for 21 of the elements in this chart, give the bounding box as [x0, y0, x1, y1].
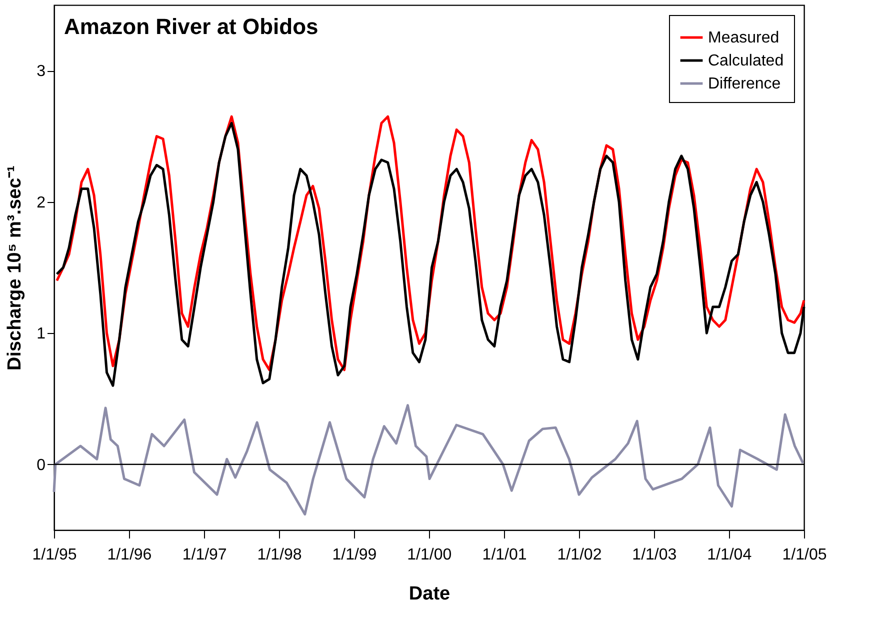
x-tick-label: 1/1/00: [407, 546, 452, 564]
y-tick-label: 0: [36, 456, 46, 474]
y-tick-label: 3: [36, 63, 46, 80]
x-tick-label: 1/1/05: [782, 546, 827, 564]
x-tick-label: 1/1/03: [632, 546, 677, 564]
legend-label: Difference: [708, 76, 781, 92]
x-tick-label: 1/1/01: [482, 546, 527, 564]
x-tick-label: 1/1/04: [707, 546, 752, 564]
y-axis-title: Discharge 10⁵ m³.sec⁻¹: [4, 165, 26, 371]
x-tick-label: 1/1/95: [32, 546, 77, 564]
legend-label: Calculated: [708, 52, 784, 70]
x-axis-title: Date: [408, 584, 450, 604]
y-tick-label: 1: [36, 326, 46, 343]
x-tick-label: 1/1/96: [107, 546, 152, 564]
x-tick-label: 1/1/97: [182, 546, 227, 564]
y-tick-label: 2: [36, 194, 46, 212]
chart-title: Amazon River at Obidos: [64, 14, 318, 39]
x-tick-label: 1/1/98: [257, 546, 302, 564]
x-tick-label: 1/1/99: [332, 546, 377, 564]
legend-label: Measured: [708, 30, 780, 46]
x-tick-label: 1/1/02: [557, 546, 602, 564]
